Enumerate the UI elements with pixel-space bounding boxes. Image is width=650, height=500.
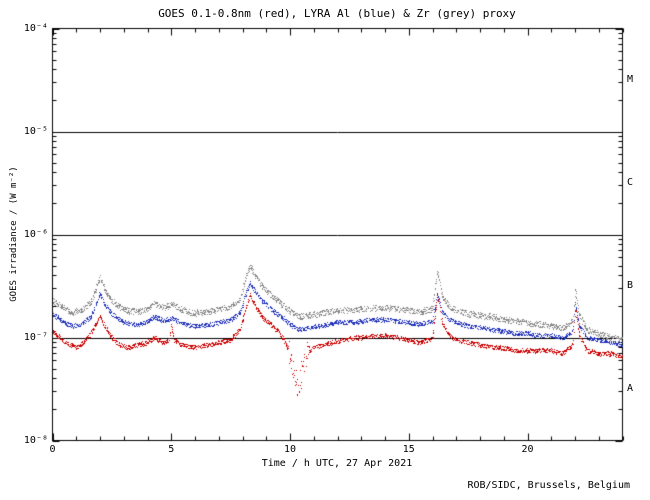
x-axis-label: Time / h UTC, 27 Apr 2021 [261, 458, 413, 469]
chart-title: GOES 0.1-0.8nm (red), LYRA Al (blue) & Z… [158, 7, 516, 20]
y-tick-label: 10⁻⁷ [23, 331, 48, 343]
y-tick-label: 10⁻⁴ [23, 22, 48, 34]
x-tick-label: 10 [283, 444, 297, 455]
y-tick-label: 10⁻⁸ [23, 434, 48, 446]
x-tick-label: 5 [168, 444, 175, 455]
x-tick-label: 15 [402, 444, 415, 455]
x-tick-label: 20 [521, 444, 534, 455]
flare-class-label-M: M [627, 74, 634, 85]
flare-class-label-A: A [627, 383, 634, 394]
y-tick-label: 10⁻⁵ [23, 125, 48, 137]
flare-class-label-B: B [627, 280, 634, 291]
x-tick-label: 0 [49, 444, 56, 455]
y-tick-label: 10⁻⁶ [23, 228, 48, 240]
credit-text: ROB/SIDC, Brussels, Belgium [467, 480, 630, 491]
flare-class-label-C: C [627, 177, 634, 188]
